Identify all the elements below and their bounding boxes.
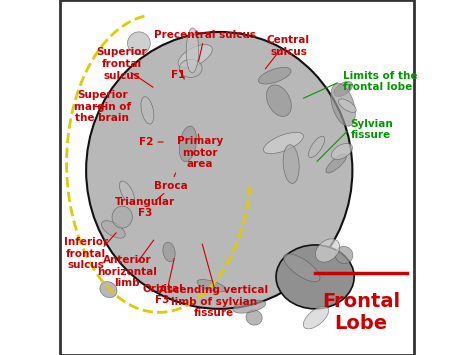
Text: Primary
motor
area: Primary motor area (177, 136, 223, 169)
Ellipse shape (100, 282, 117, 297)
Ellipse shape (163, 242, 175, 262)
Text: Superior
frontal
sulcus: Superior frontal sulcus (96, 47, 147, 81)
Ellipse shape (178, 44, 212, 68)
Ellipse shape (266, 85, 292, 116)
Ellipse shape (303, 306, 328, 329)
Text: Anterior
horizontal
limb: Anterior horizontal limb (97, 255, 157, 288)
Ellipse shape (246, 310, 262, 325)
Text: Triangular
F3: Triangular F3 (115, 197, 175, 218)
Ellipse shape (179, 126, 196, 162)
Ellipse shape (334, 82, 353, 97)
Ellipse shape (179, 59, 202, 77)
Ellipse shape (335, 246, 353, 264)
Ellipse shape (331, 83, 356, 126)
Text: Inferior
frontal
sulcus: Inferior frontal sulcus (64, 237, 108, 271)
Text: Frontal
Lobe: Frontal Lobe (322, 292, 401, 333)
Ellipse shape (331, 143, 353, 159)
Ellipse shape (276, 245, 354, 309)
Text: Limits of the
frontal lobe: Limits of the frontal lobe (344, 71, 418, 92)
Ellipse shape (316, 239, 340, 262)
Ellipse shape (128, 32, 150, 55)
Ellipse shape (258, 67, 291, 84)
Ellipse shape (283, 254, 320, 282)
Ellipse shape (86, 32, 352, 309)
Ellipse shape (101, 221, 125, 238)
Ellipse shape (338, 99, 356, 113)
Text: Sylvian
fissure: Sylvian fissure (351, 119, 393, 140)
Text: Ascending vertical
limb of sylvian
fissure: Ascending vertical limb of sylvian fissu… (159, 285, 268, 318)
Ellipse shape (309, 136, 325, 158)
Text: Superior
margin of
the brain: Superior margin of the brain (73, 90, 131, 123)
Text: Orbital
F3: Orbital F3 (142, 284, 183, 305)
Ellipse shape (197, 279, 226, 292)
Ellipse shape (186, 28, 199, 73)
Ellipse shape (112, 206, 132, 228)
Text: F2: F2 (139, 137, 154, 147)
Ellipse shape (233, 300, 266, 313)
Text: F1: F1 (171, 70, 186, 80)
Ellipse shape (264, 132, 303, 154)
Text: Central
sulcus: Central sulcus (267, 36, 310, 57)
Ellipse shape (141, 97, 154, 124)
Text: Precentral sulcus: Precentral sulcus (154, 31, 256, 40)
Ellipse shape (283, 145, 299, 184)
Ellipse shape (119, 181, 135, 204)
Text: Broca: Broca (155, 181, 188, 191)
Ellipse shape (326, 154, 346, 173)
